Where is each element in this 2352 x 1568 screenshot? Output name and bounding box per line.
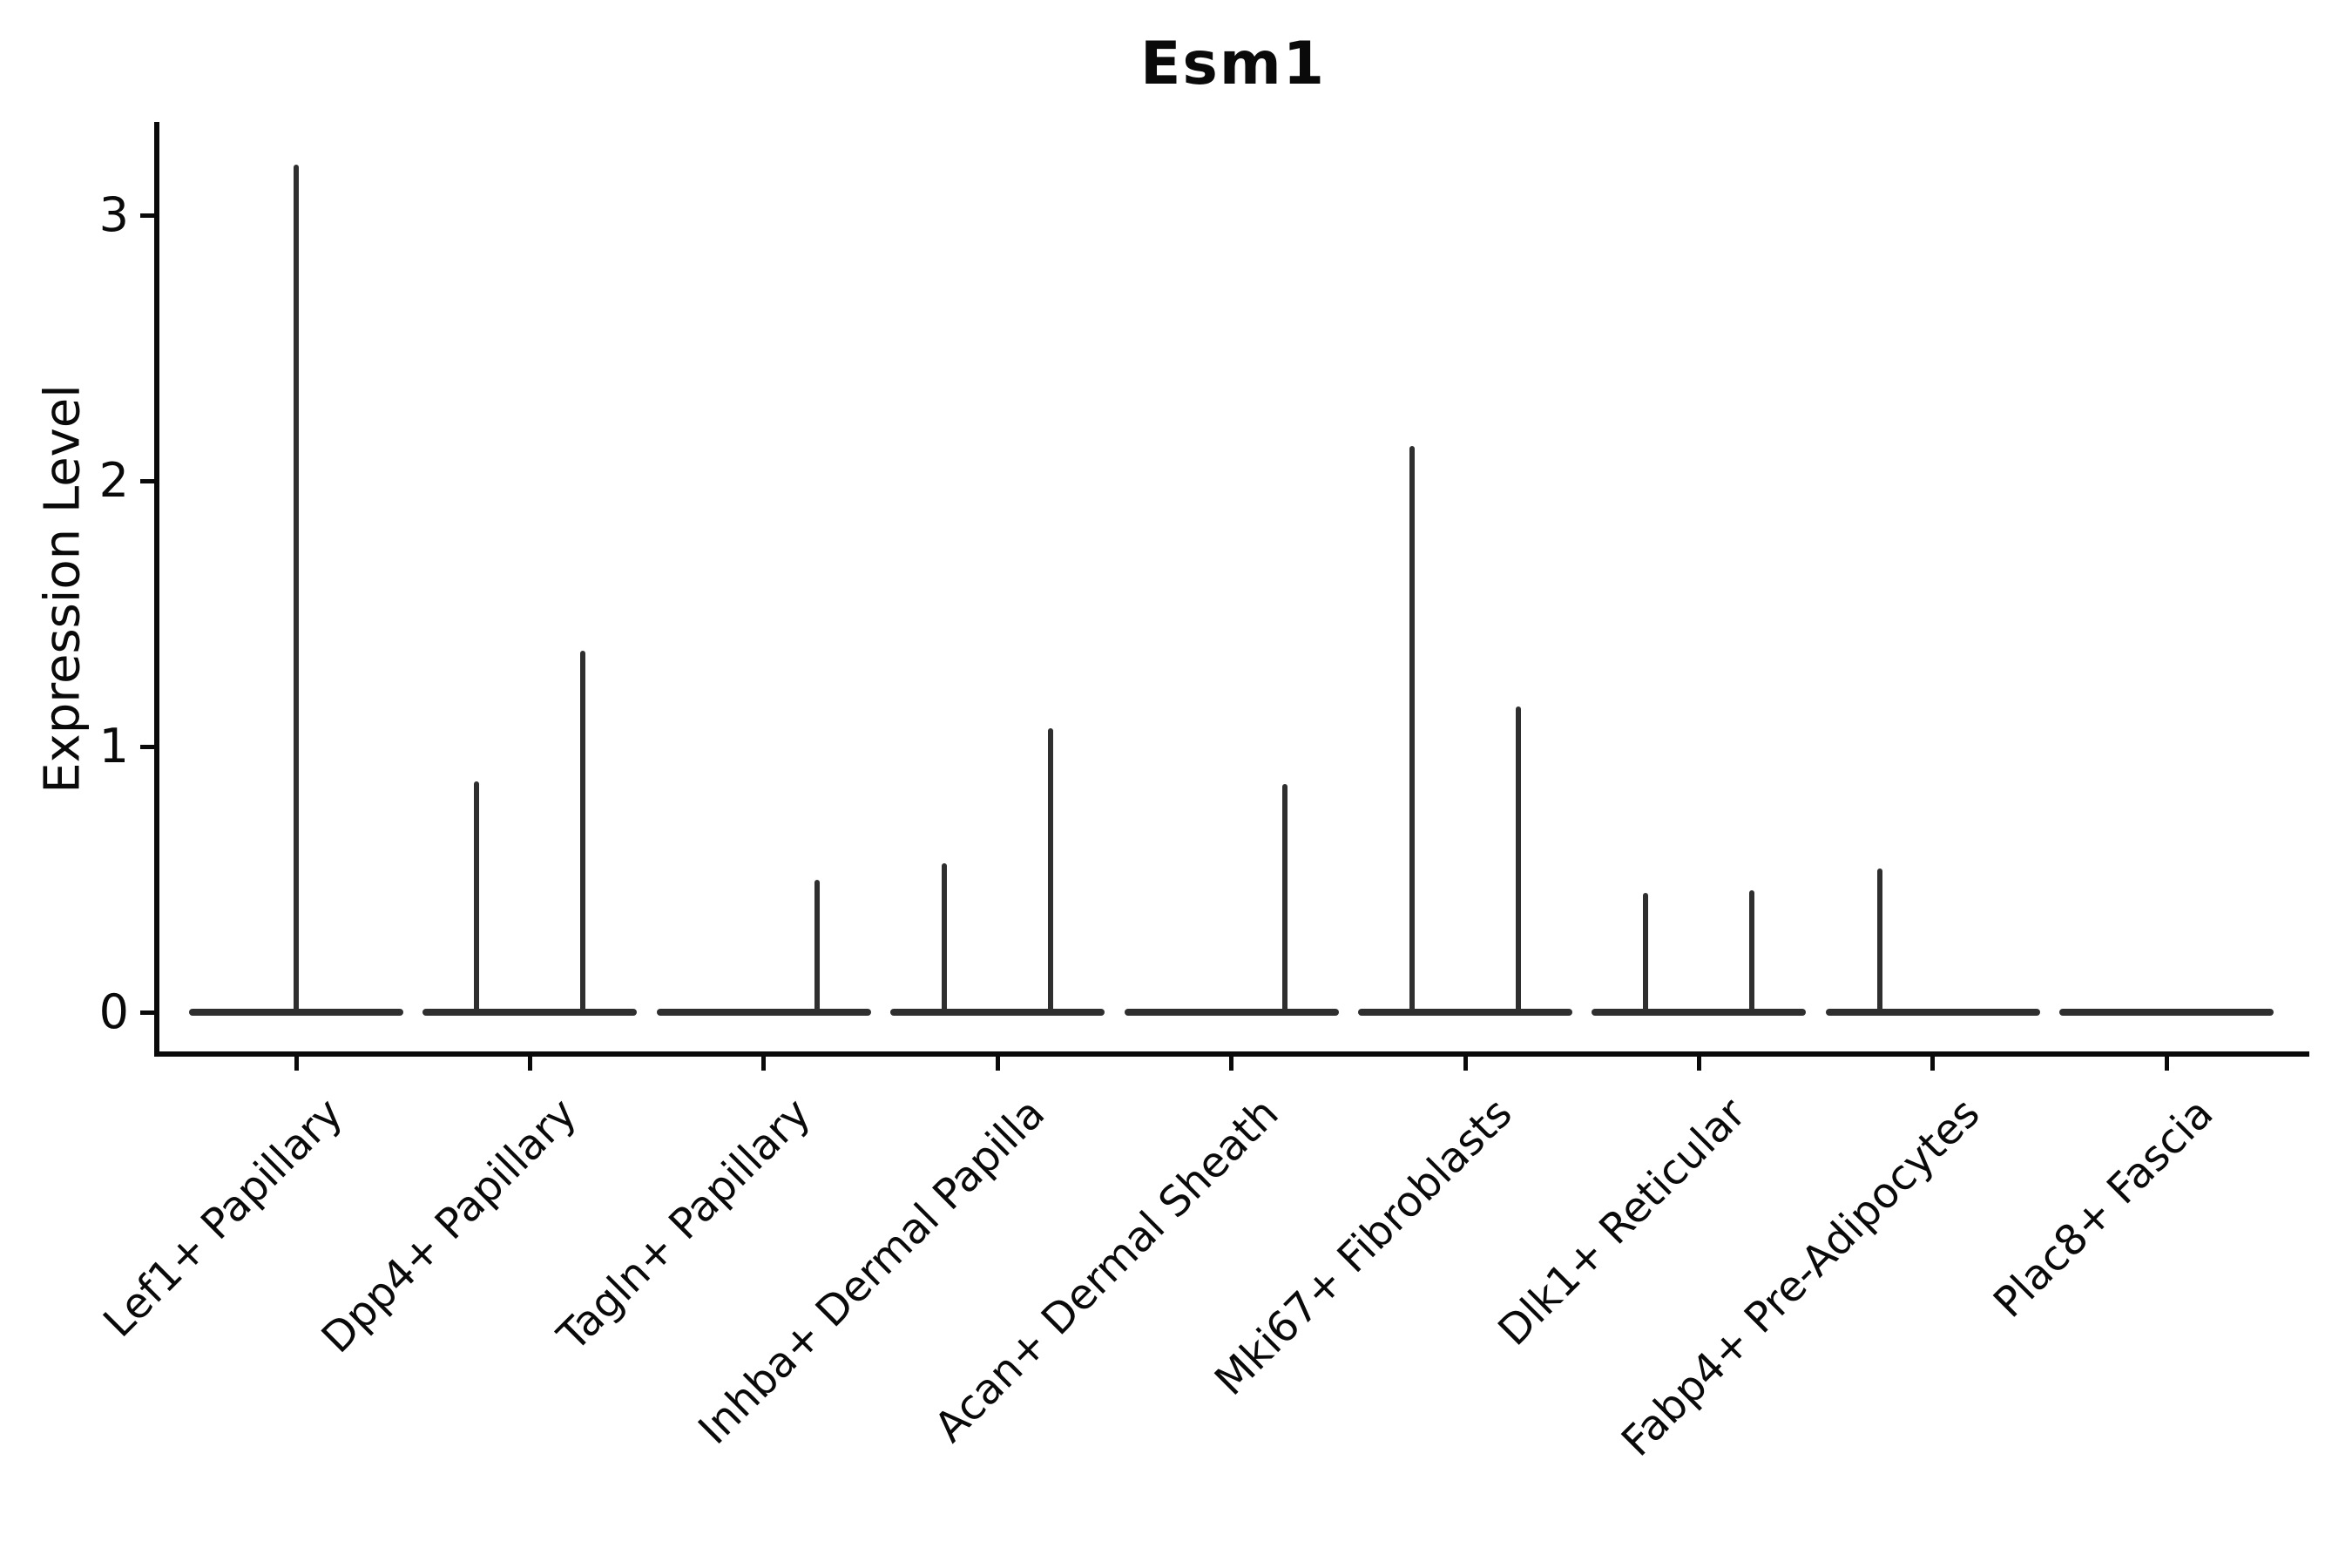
x-axis-spine <box>154 1051 2309 1057</box>
violin-base <box>1124 1009 1339 1016</box>
y-tick-label: 2 <box>98 453 129 508</box>
x-tick <box>294 1057 299 1071</box>
x-tick <box>1463 1057 1468 1071</box>
violin-spike <box>1516 706 1521 1014</box>
y-tick-label: 0 <box>98 984 129 1039</box>
x-tick-label: Plac8+ Fascia <box>1984 1089 2223 1328</box>
violin-spike <box>1409 446 1415 1014</box>
x-tick-label: Dpp4+ Papillary <box>312 1089 587 1363</box>
figure-title: Esm1 <box>1139 30 1327 98</box>
violin-base <box>656 1009 871 1016</box>
x-tick-label: Tagln+ Papillary <box>548 1089 821 1361</box>
y-tick-label: 3 <box>98 187 129 242</box>
violin-spike <box>580 651 586 1014</box>
violin-spike <box>474 781 480 1014</box>
violin-spike <box>942 863 948 1014</box>
y-tick <box>140 1010 154 1015</box>
x-tick-label: Lef1+ Papillary <box>94 1089 353 1347</box>
violin-base <box>1592 1009 1807 1016</box>
violin-base <box>1358 1009 1572 1016</box>
y-tick-label: 1 <box>98 719 129 774</box>
violin-spike <box>814 879 820 1014</box>
violin-spike <box>1749 889 1755 1014</box>
violin-spike <box>1643 892 1649 1014</box>
y-tick <box>140 213 154 218</box>
violin-base <box>890 1009 1105 1016</box>
violin-base <box>2059 1009 2274 1016</box>
y-tick <box>140 744 154 749</box>
x-tick <box>761 1057 767 1071</box>
x-tick <box>1930 1057 1936 1071</box>
x-tick <box>1229 1057 1234 1071</box>
y-axis-spine <box>154 122 159 1057</box>
violin-base <box>1825 1009 2040 1016</box>
violin-spike <box>294 165 299 1014</box>
violin-spike <box>1876 868 1882 1014</box>
violin-spike <box>1281 783 1288 1014</box>
violin-spike <box>1048 727 1054 1014</box>
x-tick <box>527 1057 532 1071</box>
violin-base <box>422 1009 638 1016</box>
x-tick <box>995 1057 1000 1071</box>
y-tick <box>140 478 154 483</box>
x-tick-label: Dlk1+ Reticular <box>1489 1089 1756 1355</box>
x-tick <box>2164 1057 2169 1071</box>
x-tick <box>1696 1057 1701 1071</box>
